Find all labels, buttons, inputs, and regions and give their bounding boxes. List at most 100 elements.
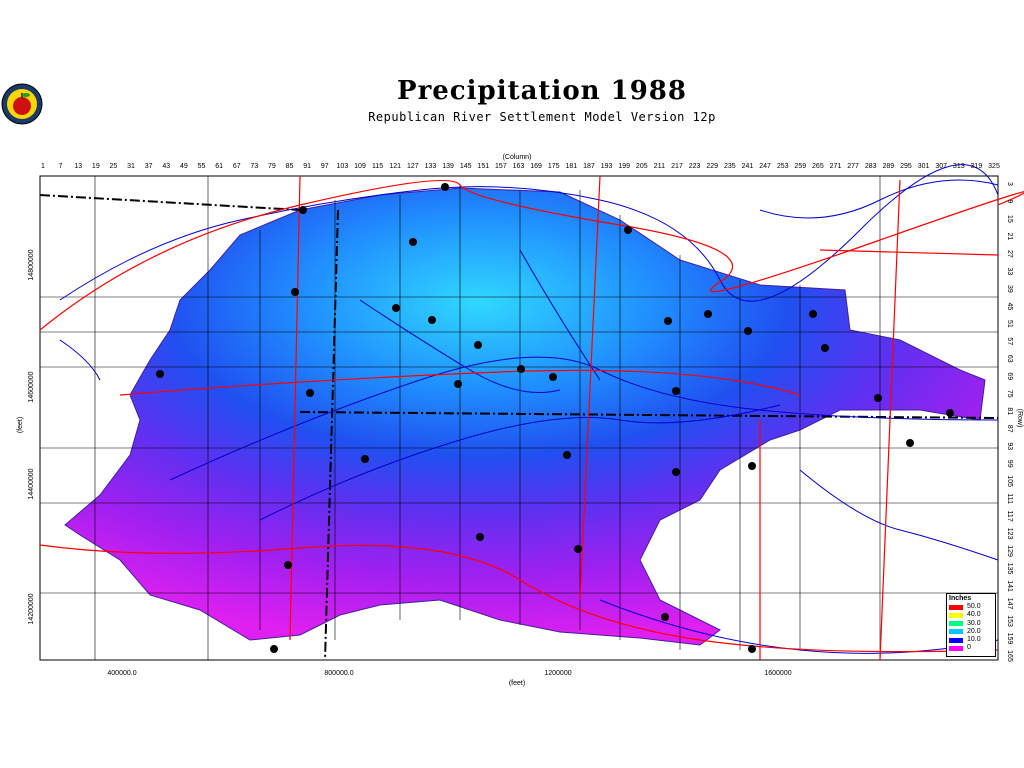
column-tick-label: 169 — [530, 163, 542, 170]
column-tick-label: 145 — [460, 163, 472, 170]
column-tick-label: 61 — [215, 163, 223, 170]
legend-item: 50.0 — [949, 603, 993, 611]
column-tick-label: 325 — [988, 163, 1000, 170]
row-tick-label: 135 — [1006, 563, 1013, 575]
x-ticks: 400000.0 800000.0 1200000 1600000 — [107, 670, 791, 677]
legend-item: 10.0 — [949, 636, 993, 644]
row-tick-label: 45 — [1006, 302, 1013, 310]
row-tick-label: 105 — [1006, 475, 1013, 487]
column-tick-label: 301 — [918, 163, 930, 170]
column-tick-label: 133 — [425, 163, 437, 170]
legend-item: 30.0 — [949, 620, 993, 628]
row-tick-label: 15 — [1006, 215, 1013, 223]
row-tick-label: 123 — [1006, 528, 1013, 540]
legend-swatch — [949, 604, 963, 610]
y-tick-label: 14800000 — [28, 249, 35, 280]
column-tick-label: 55 — [198, 163, 206, 170]
legend-swatch — [949, 621, 963, 627]
x-tick-label: 800000.0 — [324, 670, 353, 677]
row-tick-label: 21 — [1006, 233, 1013, 241]
column-tick-label: 235 — [724, 163, 736, 170]
column-tick-label: 13 — [74, 163, 82, 170]
column-tick-label: 217 — [671, 163, 683, 170]
column-tick-label: 49 — [180, 163, 188, 170]
column-tick-label: 151 — [477, 163, 489, 170]
state-borders — [39, 194, 999, 661]
column-tick-label: 253 — [777, 163, 789, 170]
row-tick-label: 159 — [1006, 633, 1013, 645]
column-tick-label: 25 — [110, 163, 118, 170]
row-tick-label: 117 — [1006, 511, 1013, 522]
column-tick-label: 115 — [372, 163, 383, 170]
column-tick-label: 295 — [900, 163, 912, 170]
row-tick-label: 3 — [1006, 182, 1013, 186]
row-tick-label: 165 — [1006, 650, 1013, 662]
column-tick-label: 43 — [162, 163, 170, 170]
row-tick-label: 141 — [1006, 580, 1013, 592]
x-axis-label: (feet) — [509, 680, 525, 687]
legend-label: 50.0 — [967, 603, 981, 611]
station-markers — [156, 183, 954, 653]
column-tick-label: 193 — [601, 163, 613, 170]
column-tick-label: 37 — [145, 163, 153, 170]
y-tick-label: 14600000 — [28, 371, 35, 402]
column-tick-label: 277 — [847, 163, 859, 170]
row-tick-label: 39 — [1006, 285, 1013, 293]
x-tick-label: 400000.0 — [107, 670, 136, 677]
legend-swatch — [949, 629, 963, 635]
column-tick-label: 121 — [389, 163, 401, 170]
column-tick-label: 175 — [548, 163, 560, 170]
y-axis-label: (feet) — [17, 417, 24, 433]
legend-swatch — [949, 645, 963, 651]
legend-item: 20.0 — [949, 628, 993, 636]
y-ticks: 14800000 14600000 14400000 14200000 — [28, 249, 35, 624]
column-tick-label: 223 — [689, 163, 701, 170]
legend-item: 40.0 — [949, 611, 993, 619]
column-tick-label: 313 — [953, 163, 965, 170]
column-tick-label: 85 — [286, 163, 294, 170]
legend: Inches 50.0 40.0 30.0 20.0 10.0 0 — [946, 593, 996, 657]
column-tick-label: 271 — [830, 163, 842, 170]
column-tick-label: 265 — [812, 163, 824, 170]
legend-title: Inches — [949, 595, 972, 602]
column-tick-label: 79 — [268, 163, 276, 170]
row-tick-label: 27 — [1006, 250, 1013, 258]
column-tick-label: 91 — [303, 163, 311, 170]
column-tick-label: 73 — [250, 163, 258, 170]
legend-label: 30.0 — [967, 619, 981, 627]
legend-label: 0 — [967, 644, 971, 652]
county-grid — [40, 176, 998, 660]
legend-label: 10.0 — [967, 636, 981, 644]
row-tick-label: 111 — [1006, 493, 1013, 504]
legend-label: 20.0 — [967, 627, 981, 635]
column-tick-label: 289 — [882, 163, 894, 170]
column-tick-label: 1 — [41, 163, 45, 170]
column-tick-label: 163 — [513, 163, 525, 170]
column-tick-label: 187 — [583, 163, 595, 170]
row-tick-label: 153 — [1006, 615, 1013, 627]
legend-swatch — [949, 637, 963, 643]
column-tick-label: 247 — [759, 163, 771, 170]
row-tick-label: 63 — [1006, 355, 1013, 363]
column-tick-label: 307 — [935, 163, 947, 170]
row-tick-label: 75 — [1006, 390, 1013, 398]
column-tick-label: 127 — [407, 163, 419, 170]
x-tick-label: 1600000 — [764, 670, 791, 677]
row-tick-label: 69 — [1006, 372, 1013, 380]
row-tick-label: 93 — [1006, 442, 1013, 450]
row-tick-label: 81 — [1006, 407, 1013, 415]
column-tick-label: 31 — [127, 163, 135, 170]
column-tick-label: 199 — [618, 163, 630, 170]
column-tick-label: 259 — [794, 163, 806, 170]
column-tick-label: 19 — [92, 163, 100, 170]
column-tick-label: 97 — [321, 163, 329, 170]
precipitation-basin — [64, 187, 986, 646]
column-tick-label: 229 — [706, 163, 718, 170]
y-tick-label: 14200000 — [28, 593, 35, 624]
column-tick-label: 211 — [654, 163, 665, 170]
column-tick-label: 283 — [865, 163, 877, 170]
legend-swatch — [949, 613, 963, 618]
roads — [39, 175, 1024, 661]
column-tick-label: 157 — [495, 163, 507, 170]
